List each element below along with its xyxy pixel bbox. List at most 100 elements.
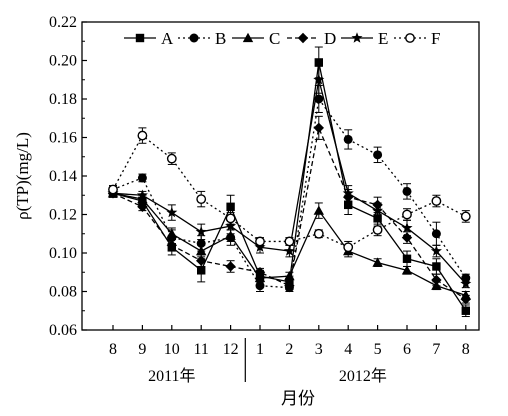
- legend-entry-B: B: [178, 29, 226, 48]
- data-point: [372, 204, 384, 216]
- data-point: [137, 173, 147, 183]
- data-point: [402, 209, 412, 220]
- data-point: [254, 272, 266, 283]
- data-point: [431, 196, 442, 206]
- data-point: [431, 274, 442, 286]
- data-point: [342, 187, 354, 199]
- data-point: [401, 222, 413, 233]
- x-tick-label: 10: [164, 341, 180, 358]
- legend-label: C: [269, 29, 280, 48]
- legend-label: E: [378, 29, 388, 48]
- legend-entry-A: A: [124, 29, 174, 48]
- y-axis: 0.06 0.08 0.10 0.12 0.14 0.16 0.18 0.20 0.22: [49, 14, 87, 339]
- data-point: [137, 130, 148, 141]
- x-tick-label: 3: [315, 341, 323, 358]
- legend-label: D: [324, 29, 336, 48]
- data-point: [430, 245, 442, 256]
- data-point: [225, 261, 236, 272]
- data-point: [402, 254, 412, 263]
- data-point: [460, 278, 472, 289]
- data-point: [431, 229, 441, 239]
- legend-marker: [297, 32, 309, 44]
- legend: A B C D E F: [124, 29, 440, 48]
- series-F: [108, 127, 471, 254]
- data-point: [196, 255, 207, 266]
- data-point: [166, 228, 177, 238]
- data-point: [166, 206, 178, 218]
- legend-marker: [135, 33, 145, 43]
- year-group-label: 2012年: [339, 367, 387, 385]
- y-tick-label: 0.18: [49, 91, 77, 108]
- data-point: [401, 265, 413, 275]
- legend-marker: [405, 33, 415, 43]
- data-point: [313, 73, 325, 85]
- data-point: [255, 236, 265, 247]
- data-point: [313, 122, 324, 134]
- y-tick-label: 0.06: [49, 322, 77, 339]
- legend-marker: [242, 32, 254, 43]
- x-axis-title: 月份: [281, 389, 315, 408]
- y-tick-label: 0.10: [49, 245, 77, 262]
- data-point: [108, 184, 118, 195]
- data-point: [401, 232, 413, 243]
- data-point: [226, 202, 235, 211]
- y-tick-label: 0.08: [49, 284, 77, 301]
- data-point: [313, 228, 324, 239]
- x-tick-label: 12: [223, 341, 239, 358]
- legend-marker: [189, 33, 199, 43]
- data-point: [166, 153, 177, 164]
- data-point: [373, 150, 383, 160]
- data-point: [254, 267, 266, 278]
- data-point: [196, 245, 207, 256]
- x-tick-label: 7: [432, 341, 440, 358]
- x-tick-label: 6: [403, 341, 411, 358]
- data-point: [314, 94, 324, 104]
- legend-entry-E: E: [341, 29, 388, 48]
- data-point: [254, 241, 266, 252]
- series-line: [112, 134, 467, 248]
- data-point: [255, 281, 265, 291]
- data-point: [225, 213, 236, 224]
- x-tick-label: 1: [256, 341, 264, 358]
- x-tick-label: 4: [344, 341, 352, 358]
- x-tick-label: 8: [462, 341, 470, 358]
- year-group-label: 2011年: [148, 367, 195, 385]
- y-tick-label: 0.22: [49, 14, 77, 31]
- x-tick-label: 8: [109, 341, 117, 358]
- data-point: [372, 257, 383, 267]
- y-tick-label: 0.20: [49, 53, 77, 70]
- x-tick-label: 9: [138, 341, 146, 358]
- data-point: [460, 294, 471, 305]
- data-point: [461, 306, 470, 315]
- legend-entry-D: D: [287, 29, 336, 48]
- data-point: [402, 186, 412, 196]
- legend-label: B: [215, 29, 226, 48]
- data-point: [284, 280, 295, 291]
- y-axis-title: ρ(TP)(mg/L): [13, 132, 32, 220]
- data-point: [283, 245, 295, 256]
- legend-label: A: [161, 29, 174, 48]
- data-point: [343, 134, 353, 144]
- data-point: [284, 270, 295, 281]
- data-point: [372, 224, 383, 235]
- legend-entry-F: F: [394, 29, 440, 48]
- series-D: [107, 115, 471, 305]
- series-group: [107, 46, 472, 318]
- legend-marker: [351, 32, 363, 43]
- data-point: [196, 194, 207, 205]
- series-line: [112, 97, 467, 289]
- data-point: [460, 211, 471, 222]
- y-tick-label: 0.12: [49, 207, 77, 224]
- data-point: [225, 220, 237, 231]
- data-point: [137, 201, 148, 212]
- x-tick-label: 2: [285, 341, 293, 358]
- legend-label: F: [431, 29, 440, 48]
- data-point: [136, 189, 148, 200]
- legend-entry-C: C: [232, 29, 280, 48]
- y-tick-label: 0.14: [49, 168, 77, 185]
- x-tick-label: 5: [374, 341, 382, 358]
- y-tick-label: 0.16: [49, 130, 77, 147]
- data-point: [432, 262, 441, 271]
